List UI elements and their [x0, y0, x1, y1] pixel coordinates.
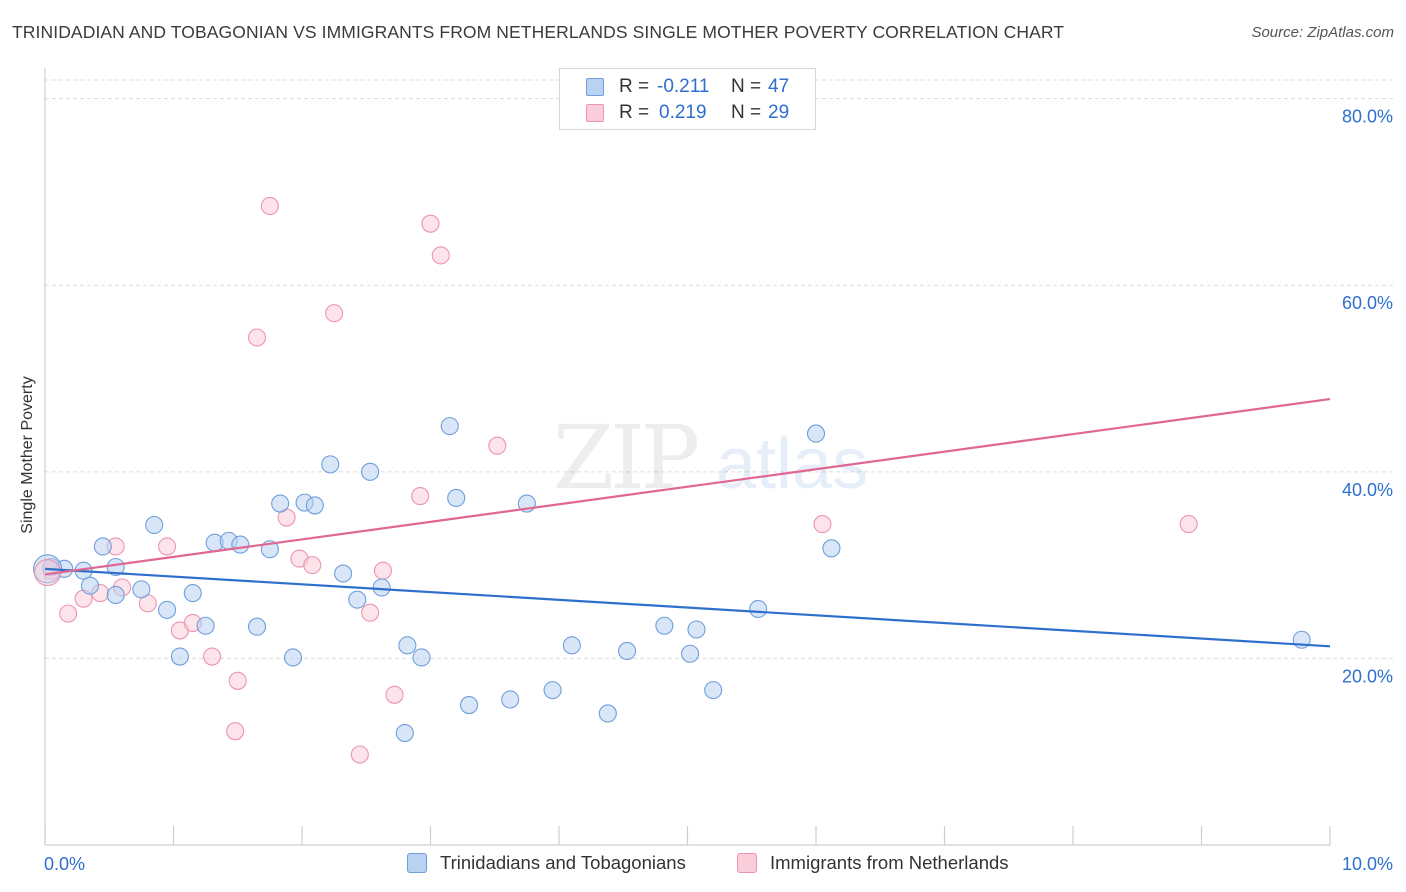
data-point-blue [283, 648, 303, 667]
data-point-blue [598, 704, 617, 723]
grid-lines [45, 79, 1393, 659]
trend-line-blue [44, 567, 1331, 648]
data-point-blue [231, 535, 250, 554]
data-point-blue [106, 585, 125, 605]
watermark-atlas: atlas [716, 424, 868, 504]
data-point-blue [395, 723, 414, 743]
x-tick-label: 10.0% [1342, 854, 1393, 874]
data-point-pink [59, 604, 78, 623]
trend-lines [44, 397, 1331, 648]
data-point-blue [247, 617, 267, 636]
data-point-blue [687, 620, 706, 639]
data-point-blue [271, 494, 290, 513]
y-tick-label: 80.0% [1342, 107, 1393, 127]
trend-line-pink [44, 397, 1331, 576]
data-point-blue [459, 696, 479, 715]
data-point-blue [543, 681, 562, 700]
y-axis-label: Single Mother Poverty [19, 376, 36, 534]
data-point-pink [488, 436, 507, 455]
legend-swatch-pink [586, 104, 604, 122]
data-point-pink [385, 685, 404, 704]
data-point-pink [1179, 515, 1198, 534]
data-point-blue [440, 417, 459, 436]
legend-n-value: 29 [768, 102, 790, 123]
data-point-blue [361, 462, 380, 481]
data-point-blue [334, 564, 353, 583]
data-point-pink [203, 647, 222, 666]
data-point-blue [183, 584, 202, 603]
data-point-blue [80, 576, 100, 595]
data-point-blue [196, 616, 215, 635]
data-point-pink [247, 328, 267, 347]
data-point-blue [132, 580, 151, 599]
data-point-pink [260, 196, 279, 215]
data-point-pink [813, 515, 832, 534]
legend-n-label: N = [731, 102, 762, 123]
y-tick-label: 40.0% [1342, 480, 1393, 500]
legend-r-label: R = [619, 102, 650, 123]
data-point-blue [562, 636, 581, 655]
data-point-blue [93, 537, 112, 556]
y-tick-label: 20.0% [1342, 666, 1393, 686]
data-point-blue [145, 515, 164, 535]
data-point-blue [822, 539, 841, 558]
data-point-blue [412, 648, 431, 667]
data-point-pink [361, 603, 380, 622]
data-point-blue [749, 599, 768, 619]
watermark-zip: ZIP [553, 406, 698, 509]
data-point-pink [226, 722, 245, 741]
data-point-pink [158, 537, 177, 556]
legend-r-value: -0.211 [657, 76, 710, 97]
chart-title: TRINIDADIAN AND TOBAGONIAN VS IMMIGRANTS… [12, 22, 1065, 42]
data-point-pink [228, 671, 247, 690]
data-point-blue [158, 600, 177, 619]
y-tick-label: 60.0% [1342, 293, 1393, 313]
data-point-pink [373, 561, 393, 580]
legend-n-label: N = [731, 76, 762, 97]
data-point-blue [681, 644, 700, 663]
legend-n-value: 47 [768, 76, 790, 97]
data-point-pink [411, 487, 430, 506]
data-point-pink [431, 246, 450, 265]
data-point-blue [501, 690, 520, 709]
data-point-blue [398, 636, 417, 655]
data-point-blue [806, 424, 826, 443]
tick-labels: 20.0% 40.0% 60.0% 80.0% 0.0% 10.0% [44, 107, 1393, 874]
axes [44, 68, 1331, 846]
data-point-blue [655, 616, 674, 635]
legend-r-value: 0.219 [659, 102, 707, 123]
watermark: ZIP atlas [553, 406, 868, 509]
x-tick-label: 0.0% [44, 854, 85, 874]
data-point-blue [170, 647, 189, 666]
data-point-blue [447, 488, 466, 508]
data-point-pink [421, 214, 440, 233]
data-point-blue [372, 578, 391, 597]
legend-swatch-blue [586, 78, 604, 96]
data-point-blue [704, 681, 723, 700]
bottom-legend-swatch-blue [407, 853, 427, 873]
data-point-pink [325, 304, 344, 323]
data-points [33, 196, 1311, 764]
data-point-blue [348, 590, 367, 609]
source-label: Source: ZipAtlas.com [1251, 24, 1394, 41]
data-point-blue [321, 455, 340, 474]
stats-legend: R = -0.211 N = 47 R = 0.219 N = 29 [559, 68, 816, 130]
legend-r-label: R = [619, 76, 650, 97]
data-point-blue [305, 496, 324, 515]
bottom-legend-swatch-pink [737, 853, 757, 873]
bottom-legend-label: Trinidadians and Tobagonians [440, 852, 686, 873]
data-point-pink [303, 556, 322, 575]
data-point-blue [618, 641, 637, 661]
data-point-pink [350, 745, 369, 764]
bottom-legend-label: Immigrants from Netherlands [770, 852, 1009, 873]
